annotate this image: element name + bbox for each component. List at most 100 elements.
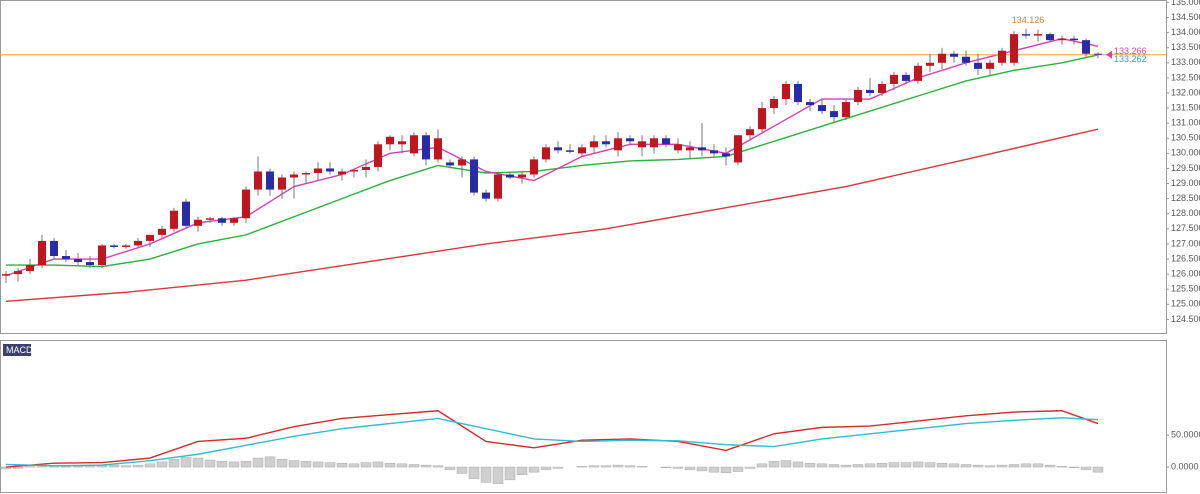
candle-body (734, 135, 742, 163)
candle-body (650, 138, 658, 148)
macd-title: MACD (6, 345, 33, 355)
candle-body (782, 83, 790, 100)
candle-body (794, 83, 802, 103)
candle-body (206, 218, 214, 220)
candle-body (74, 259, 82, 263)
candle-body (98, 245, 106, 266)
y-tick-label: 126.500 (1171, 253, 1200, 263)
y-tick-label: 134.500 (1171, 12, 1200, 22)
histogram-bar (864, 463, 876, 468)
histogram-bar (516, 466, 528, 475)
candle-body (470, 159, 478, 193)
candle-body (62, 256, 70, 260)
candle-body (302, 172, 310, 175)
histogram-bar (600, 465, 612, 468)
histogram-bar (384, 462, 396, 468)
candle-body (806, 102, 814, 106)
histogram-bar (468, 466, 480, 479)
candle-body (86, 262, 94, 266)
candle-body (1022, 34, 1030, 36)
histogram-bar (972, 464, 984, 468)
y-tick-label: 132.500 (1171, 72, 1200, 82)
candle-body (350, 169, 358, 172)
candle-body (494, 174, 502, 199)
candle-body (866, 89, 874, 93)
y-tick-label: 127.000 (1171, 238, 1200, 248)
candle-body (542, 147, 550, 160)
y-tick-label: 133.000 (1171, 57, 1200, 67)
candle-body (1094, 53, 1102, 55)
histogram-bar (312, 461, 324, 468)
main-frame (0, 0, 1167, 334)
histogram-bar (816, 463, 828, 468)
histogram-bar (168, 459, 180, 468)
candle-body (578, 147, 586, 154)
histogram-bar (780, 460, 792, 468)
histogram-bar (1092, 466, 1104, 473)
histogram-bar (528, 466, 540, 473)
candle-body (122, 245, 130, 247)
candle-body (614, 138, 622, 151)
histogram-bar (900, 462, 912, 468)
candle-body (194, 219, 202, 226)
histogram-bar (768, 461, 780, 468)
indicator-line (5, 417, 1099, 467)
histogram-bar (72, 466, 84, 468)
candle-body (158, 228, 166, 235)
candle-body (1082, 40, 1090, 54)
y-tick-label: 130.000 (1171, 148, 1200, 158)
histogram-bar (252, 457, 264, 468)
candle-body (710, 150, 718, 154)
histogram-bar (360, 462, 372, 468)
macd-frame (0, 340, 1167, 493)
histogram-bar (348, 463, 360, 468)
candle-body (626, 138, 634, 142)
histogram-bar (588, 465, 600, 468)
histogram-bar (276, 459, 288, 468)
candle-body (854, 89, 862, 103)
histogram-bar (1008, 464, 1020, 468)
candle-body (266, 171, 274, 190)
candle-body (1070, 38, 1078, 41)
histogram-bar (828, 464, 840, 468)
histogram-bar (204, 459, 216, 468)
candle-body (842, 102, 850, 118)
histogram-bar (636, 466, 648, 468)
histogram-bar (444, 466, 456, 470)
candle-body (890, 74, 898, 84)
candle-body (182, 201, 190, 226)
indicator-line (5, 410, 1099, 468)
candle-body (2, 274, 10, 276)
candle-body (926, 62, 934, 66)
histogram-bar (12, 466, 24, 469)
candle-body (962, 56, 970, 63)
histogram-bar (708, 466, 720, 473)
candle-body (110, 245, 118, 247)
histogram-bar (660, 466, 672, 468)
candle-body (398, 141, 406, 145)
histogram-bar (756, 463, 768, 468)
candle-body (638, 141, 646, 148)
candle-body (146, 234, 154, 241)
candle-body (230, 218, 238, 223)
y-tick-label: 134.000 (1171, 27, 1200, 37)
histogram-bar (744, 466, 756, 469)
candle-body (1058, 38, 1066, 41)
histogram-bar (456, 466, 468, 474)
histogram-bar (144, 463, 156, 468)
histogram-bar (432, 465, 444, 468)
histogram-bar (1056, 466, 1068, 468)
candle-body (758, 108, 766, 130)
histogram-bar (216, 461, 228, 468)
candle-body (878, 83, 886, 93)
histogram-bar (156, 461, 168, 468)
histogram-bar (996, 464, 1008, 468)
candle-body (674, 144, 682, 151)
candle-body (1046, 34, 1054, 41)
histogram-bar (180, 457, 192, 468)
y-tick-label: 131.500 (1171, 102, 1200, 112)
histogram-bar (132, 464, 144, 468)
histogram-bar (876, 462, 888, 468)
histogram-bar (852, 464, 864, 468)
